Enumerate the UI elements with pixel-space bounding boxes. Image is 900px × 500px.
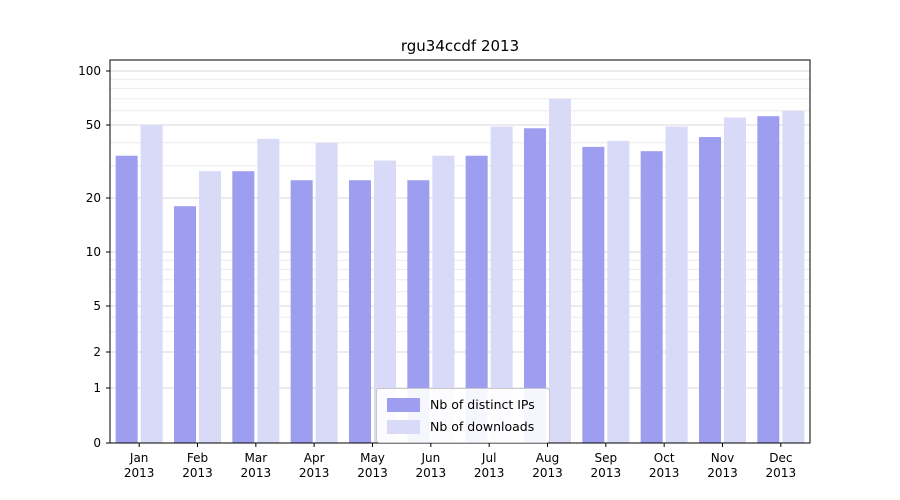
bar-downloads-jul bbox=[490, 126, 513, 443]
x-tick-label-year: 2013 bbox=[416, 466, 447, 480]
bar-ips-jul bbox=[465, 155, 488, 444]
y-tick-label: 50 bbox=[86, 118, 101, 132]
bar-downloads-may bbox=[374, 160, 396, 443]
legend-swatch-downloads bbox=[387, 419, 420, 434]
x-tick-label-year: 2013 bbox=[124, 466, 155, 480]
bar-downloads-apr bbox=[315, 142, 338, 443]
y-tick-label: 10 bbox=[86, 245, 101, 259]
bar-downloads-oct bbox=[665, 126, 688, 443]
bar-ips-jun bbox=[407, 180, 430, 444]
bar-ips-feb bbox=[174, 206, 196, 443]
bar-ips-mar bbox=[232, 171, 255, 443]
y-tick-label: 5 bbox=[93, 299, 101, 313]
x-tick-label-month: Jan bbox=[129, 451, 149, 465]
bar-downloads-aug bbox=[549, 98, 571, 443]
bar-ips-oct bbox=[640, 151, 663, 443]
x-tick-label-year: 2013 bbox=[241, 466, 272, 480]
bar-ips-nov bbox=[699, 137, 721, 443]
x-tick-label-month: Jul bbox=[481, 451, 496, 465]
bar-ips-sep bbox=[582, 146, 605, 443]
x-tick-label-month: Sep bbox=[595, 451, 618, 465]
legend-item-downloads: Nb of downloads bbox=[387, 419, 535, 434]
x-tick-label-month: Apr bbox=[304, 451, 325, 465]
x-tick-label-year: 2013 bbox=[649, 466, 680, 480]
bar-downloads-jan bbox=[140, 125, 163, 443]
bar-downloads-sep bbox=[607, 140, 630, 443]
x-tick-label-year: 2013 bbox=[182, 466, 213, 480]
bar-ips-apr bbox=[290, 180, 313, 444]
x-tick-label-month: Feb bbox=[187, 451, 208, 465]
bar-downloads-mar bbox=[257, 138, 280, 443]
legend: Nb of distinct IPs Nb of downloads bbox=[376, 388, 550, 443]
bar-ips-jan bbox=[115, 155, 138, 444]
bar-downloads-jun bbox=[432, 155, 455, 444]
bars bbox=[115, 98, 805, 444]
y-tick-label: 20 bbox=[86, 191, 101, 205]
y-axis: 0 1 2 5 10 20 50 100 bbox=[78, 64, 110, 450]
chart-title: rgu34ccdf 2013 bbox=[400, 37, 520, 55]
x-tick-label-month: Nov bbox=[711, 451, 734, 465]
bar-ips-dec bbox=[757, 116, 780, 443]
y-tick-label: 1 bbox=[93, 381, 101, 395]
x-tick-label-year: 2013 bbox=[591, 466, 622, 480]
x-tick-label-year: 2013 bbox=[474, 466, 505, 480]
bar-downloads-nov bbox=[724, 117, 746, 444]
legend-label-distinct-ips: Nb of distinct IPs bbox=[430, 397, 535, 412]
x-tick-label-year: 2013 bbox=[299, 466, 330, 480]
x-tick-label-year: 2013 bbox=[357, 466, 388, 480]
x-tick-label-month: Aug bbox=[536, 451, 559, 465]
y-tick-label: 2 bbox=[93, 345, 101, 359]
x-tick-label-year: 2013 bbox=[766, 466, 797, 480]
x-tick-label-year: 2013 bbox=[532, 466, 563, 480]
x-axis: Jan2013Feb2013Mar2013Apr2013May2013Jun20… bbox=[124, 443, 796, 480]
x-tick-label-year: 2013 bbox=[707, 466, 738, 480]
bar-downloads-feb bbox=[199, 171, 221, 443]
x-tick-label-month: Oct bbox=[654, 451, 675, 465]
legend-label-downloads: Nb of downloads bbox=[430, 419, 535, 434]
x-tick-label-month: Jun bbox=[420, 451, 440, 465]
bar-ips-aug bbox=[524, 128, 546, 443]
bar-ips-may bbox=[349, 180, 371, 444]
x-tick-label-month: Dec bbox=[769, 451, 792, 465]
bar-downloads-dec bbox=[782, 110, 805, 443]
legend-item-distinct-ips: Nb of distinct IPs bbox=[387, 397, 535, 412]
x-tick-label-month: Mar bbox=[245, 451, 268, 465]
x-tick-label-month: May bbox=[360, 451, 385, 465]
legend-swatch-distinct-ips bbox=[387, 397, 420, 412]
y-tick-label: 0 bbox=[93, 436, 101, 450]
y-tick-label: 100 bbox=[78, 64, 101, 78]
